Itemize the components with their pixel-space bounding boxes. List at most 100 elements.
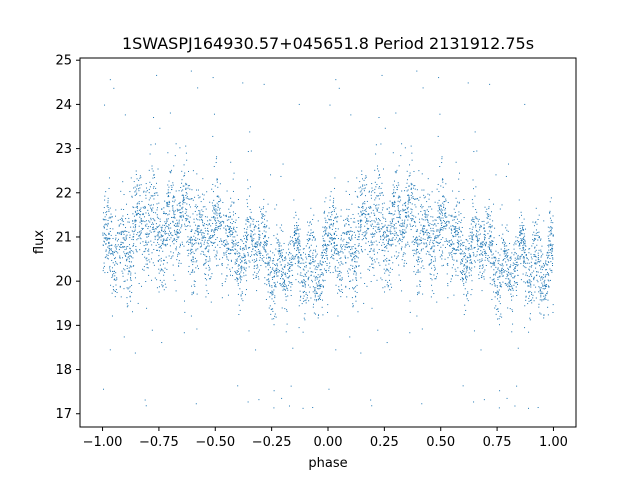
data-point <box>415 241 417 243</box>
data-point <box>522 273 524 275</box>
data-point <box>484 206 486 208</box>
data-point <box>409 174 411 176</box>
data-point <box>252 234 254 236</box>
data-point <box>230 260 232 262</box>
data-point <box>520 263 522 265</box>
data-point <box>210 229 212 231</box>
data-point <box>120 190 122 192</box>
data-point <box>107 258 109 260</box>
data-point <box>454 231 456 233</box>
data-point <box>125 218 127 220</box>
data-point <box>364 209 366 211</box>
data-point <box>182 203 184 205</box>
data-point <box>418 235 420 237</box>
data-point <box>502 275 504 277</box>
data-point <box>343 244 345 246</box>
data-point <box>349 194 350 196</box>
data-point <box>441 227 443 229</box>
data-point <box>360 224 362 226</box>
data-point <box>492 264 494 266</box>
data-point <box>303 281 305 283</box>
data-point <box>175 290 177 292</box>
data-point <box>452 190 454 192</box>
data-point <box>204 206 206 208</box>
data-point <box>463 293 465 295</box>
data-point <box>309 267 311 269</box>
data-point <box>406 182 408 184</box>
data-point <box>156 207 158 209</box>
data-point <box>487 233 489 235</box>
data-point <box>364 283 366 284</box>
data-point <box>278 248 280 250</box>
data-point <box>319 274 321 276</box>
data-point <box>140 233 142 235</box>
data-point <box>551 227 553 229</box>
data-point <box>436 276 437 278</box>
data-point <box>371 232 373 234</box>
data-point <box>118 232 120 234</box>
data-point <box>312 254 314 256</box>
data-point <box>434 239 436 241</box>
data-point <box>307 279 309 281</box>
data-point <box>335 349 337 351</box>
data-point <box>382 194 384 196</box>
data-point <box>537 271 539 273</box>
data-point <box>499 285 501 287</box>
data-point <box>442 178 444 180</box>
data-point <box>205 237 207 239</box>
data-point <box>270 309 272 311</box>
data-point <box>521 222 523 224</box>
data-point <box>395 237 397 239</box>
data-point <box>521 254 523 256</box>
data-point <box>216 229 218 231</box>
data-point <box>302 252 304 254</box>
data-point <box>267 264 269 266</box>
data-point <box>478 239 480 241</box>
data-point <box>119 257 121 259</box>
data-point <box>449 240 451 242</box>
data-point <box>173 165 175 167</box>
data-point <box>274 313 276 315</box>
data-point <box>400 199 402 201</box>
data-point <box>215 220 217 222</box>
data-point <box>324 249 326 251</box>
data-point <box>322 240 324 242</box>
data-point <box>332 257 334 259</box>
data-point <box>252 245 254 247</box>
data-point <box>452 258 454 260</box>
data-point <box>226 250 228 252</box>
data-point <box>274 254 276 256</box>
data-point <box>375 240 377 242</box>
data-point <box>192 256 194 258</box>
data-point <box>219 247 221 249</box>
data-point <box>245 294 246 296</box>
data-point <box>304 284 306 286</box>
data-point <box>140 184 142 186</box>
data-point <box>456 260 458 262</box>
data-point <box>136 239 138 241</box>
data-point <box>350 227 352 229</box>
data-point <box>373 253 375 255</box>
data-point <box>213 215 215 217</box>
data-point <box>370 241 372 243</box>
data-point <box>334 187 336 189</box>
data-point <box>450 225 452 227</box>
data-point <box>480 250 482 252</box>
data-point <box>230 230 232 232</box>
data-point <box>301 303 303 305</box>
data-point <box>476 235 478 237</box>
data-point <box>422 225 424 227</box>
data-point <box>443 204 445 206</box>
data-point <box>376 231 378 233</box>
data-point <box>273 289 275 291</box>
data-point <box>169 202 171 204</box>
data-point <box>419 239 421 241</box>
data-point <box>236 270 238 272</box>
data-point <box>399 229 401 231</box>
data-point <box>548 274 550 276</box>
data-point <box>320 263 322 265</box>
data-point <box>371 187 373 189</box>
data-point <box>520 279 522 281</box>
data-point <box>209 260 211 262</box>
data-point <box>245 244 247 246</box>
